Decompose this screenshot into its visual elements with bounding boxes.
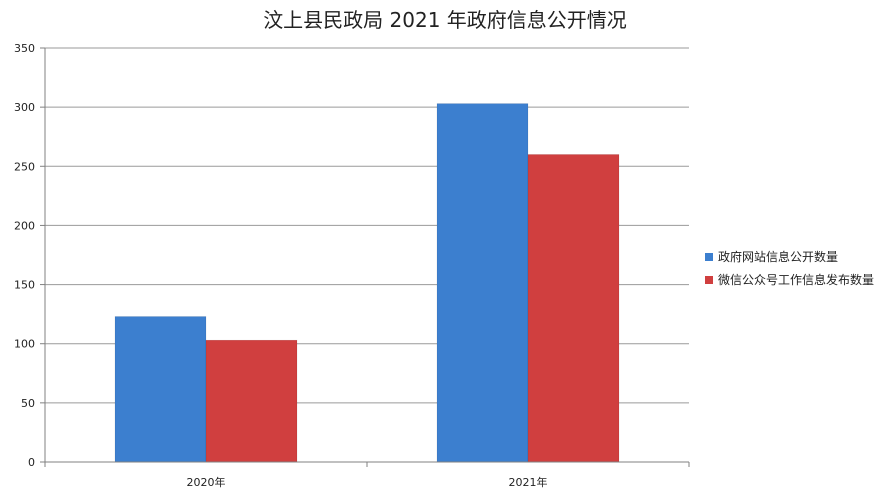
bar-wechat-1 [205, 339, 298, 463]
y-tick-label: 200 [14, 219, 35, 232]
legend-swatch [705, 276, 713, 284]
y-tick-label: 0 [28, 456, 35, 469]
y-tick-label: 100 [14, 338, 35, 351]
bar-wechat-2 [527, 154, 620, 463]
y-tick-label: 50 [21, 397, 35, 410]
x-tick-label: 2020年 [187, 475, 226, 489]
legend-swatch [705, 253, 713, 261]
y-tick-label: 350 [14, 42, 35, 55]
x-tick-label: 2021年 [509, 475, 548, 489]
legend-label: 微信公众号工作信息发布数量 [718, 272, 874, 287]
axes: 0 50 100 150 200 250 300 350 2020年 2021年 [14, 42, 690, 489]
y-tick-label: 150 [14, 279, 35, 292]
chart-title: 汶上县民政局 2021 年政府信息公开情况 [263, 8, 627, 32]
y-tick-label: 300 [14, 101, 35, 114]
legend-label: 政府网站信息公开数量 [718, 249, 838, 264]
bar-website-1 [114, 316, 207, 463]
bars [114, 103, 620, 463]
bar-website-2 [436, 103, 529, 463]
y-tick-label: 250 [14, 160, 35, 173]
